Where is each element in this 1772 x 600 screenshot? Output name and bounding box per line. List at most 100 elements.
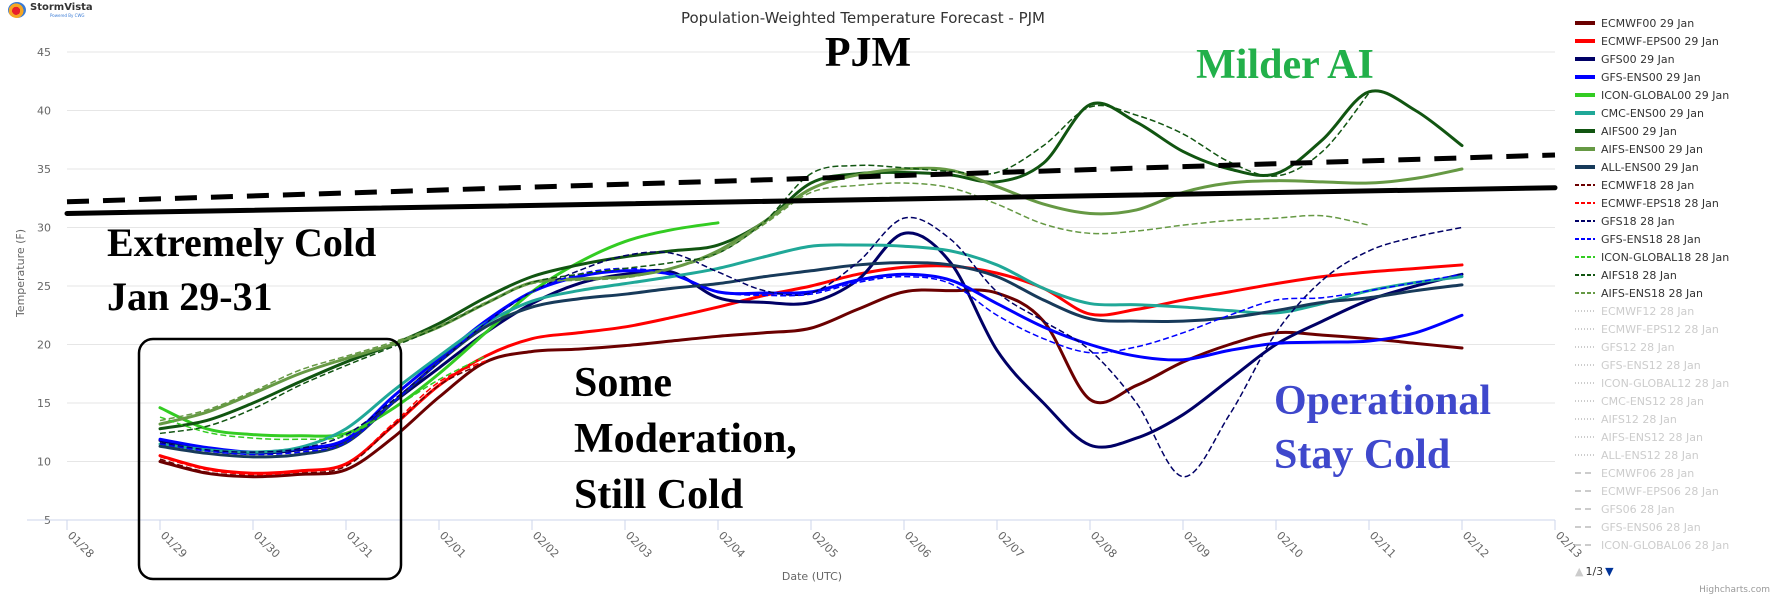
legend-line-swatch-icon [1575,382,1595,384]
x-tick-label: 01/30 [251,529,283,561]
y-tick-label: 35 [37,163,51,176]
legend-item-label: ECMWF-EPS00 29 Jan [1601,34,1719,48]
legend-item[interactable]: ECMWF18 28 Jan [1575,176,1771,194]
legend-line-swatch-icon [1575,418,1595,420]
legend-item-label: GFS00 29 Jan [1601,52,1675,66]
x-tick-label: 02/11 [1367,529,1399,561]
legend-line-swatch-icon [1575,310,1595,312]
series-line-aifs18-28-jan [159,92,1370,435]
legend-item-label: ECMWF12 28 Jan [1601,304,1695,318]
legend-item-label: GFS18 28 Jan [1601,214,1675,228]
legend-item-label: ICON-GLOBAL00 29 Jan [1601,88,1730,102]
x-tick-label: 01/31 [344,529,376,561]
legend-item[interactable]: ECMWF-EPS18 28 Jan [1575,194,1771,212]
legend-item[interactable]: ALL-ENS00 29 Jan [1575,158,1771,176]
annotation-milder-ai: Milder AI [1196,42,1374,88]
legend-item-label: ECMWF00 29 Jan [1601,16,1695,30]
legend-line-swatch-icon [1575,544,1595,546]
x-tick-label: 02/05 [809,529,841,561]
legend-line-swatch-icon [1575,508,1595,510]
logo-subtitle: Powered By CWG [50,13,85,18]
legend-item[interactable]: ALL-ENS12 28 Jan [1575,446,1771,464]
annotation-stay-cold: Stay Cold [1274,432,1450,478]
chart-title: Population-Weighted Temperature Forecast… [681,9,1045,27]
legend-item[interactable]: GFS18 28 Jan [1575,212,1771,230]
legend-item[interactable]: AIFS-ENS00 29 Jan [1575,140,1771,158]
legend-item[interactable]: ECMWF06 28 Jan [1575,464,1771,482]
y-tick-label: 30 [37,222,51,235]
legend-item[interactable]: GFS00 29 Jan [1575,50,1771,68]
legend-item[interactable]: CMC-ENS00 29 Jan [1575,104,1771,122]
legend-item-label: ECMWF-EPS12 28 Jan [1601,322,1719,336]
legend-line-swatch-icon [1575,220,1595,222]
legend-item[interactable]: AIFS00 29 Jan [1575,122,1771,140]
logo-brand: StormVista [30,2,93,13]
legend-item-label: CMC-ENS00 29 Jan [1601,106,1704,120]
x-tick-label: 02/01 [437,529,469,561]
legend-line-swatch-icon [1575,165,1595,169]
legend-item[interactable]: GFS-ENS18 28 Jan [1575,230,1771,248]
legend-item[interactable]: CMC-ENS12 28 Jan [1575,392,1771,410]
legend-line-swatch-icon [1575,147,1595,151]
annotation-extremely-cold: Extremely Cold [107,220,376,265]
legend-item-label: CMC-ENS12 28 Jan [1601,394,1704,408]
legend-item[interactable]: ECMWF12 28 Jan [1575,302,1771,320]
legend-item-label: AIFS-ENS00 29 Jan [1601,142,1703,156]
legend-line-swatch-icon [1575,238,1595,240]
legend-line-swatch-icon [1575,256,1595,258]
legend-item[interactable]: GFS-ENS00 29 Jan [1575,68,1771,86]
legend-line-swatch-icon [1575,75,1595,79]
y-tick-label: 40 [37,105,51,118]
highcharts-credits[interactable]: Highcharts.com [1699,585,1770,595]
legend-item[interactable]: ICON-GLOBAL06 28 Jan [1575,536,1771,554]
legend-item-label: ECMWF06 28 Jan [1601,466,1695,480]
series-line-normal [64,185,1558,216]
legend-item[interactable]: ECMWF-EPS06 28 Jan [1575,482,1771,500]
legend-item[interactable]: GFS06 28 Jan [1575,500,1771,518]
legend-line-swatch-icon [1575,39,1595,43]
annotation-operational: Operational [1274,378,1491,424]
legend: ECMWF00 29 Jan ECMWF-EPS00 29 Jan GFS00 29… [1575,14,1771,554]
legend-line-swatch-icon [1575,490,1595,492]
legend-line-swatch-icon [1575,364,1595,366]
stormvista-logo: StormVista Powered By CWG [8,2,93,18]
legend-item[interactable]: AIFS18 28 Jan [1575,266,1771,284]
x-tick-label: 02/07 [995,529,1027,561]
legend-item[interactable]: GFS-ENS06 28 Jan [1575,518,1771,536]
legend-item[interactable]: ICON-GLOBAL18 28 Jan [1575,248,1771,266]
legend-item[interactable]: AIFS-ENS18 28 Jan [1575,284,1771,302]
y-tick-label: 25 [37,280,51,293]
legend-item[interactable]: ICON-GLOBAL12 28 Jan [1575,374,1771,392]
legend-item[interactable]: ECMWF-EPS12 28 Jan [1575,320,1771,338]
x-tick-label: 02/03 [623,529,655,561]
x-tick-label: 01/28 [65,529,97,561]
legend-line-swatch-icon [1575,111,1595,115]
x-tick-label: 02/02 [530,529,562,561]
legend-item-label: GFS-ENS12 28 Jan [1601,358,1701,372]
annotation-jan-29-31: Jan 29-31 [107,274,273,319]
legend-line-swatch-icon [1575,526,1595,528]
legend-item[interactable]: GFS12 28 Jan [1575,338,1771,356]
legend-page-indicator: 1/3 [1585,565,1604,578]
legend-page-up-icon[interactable]: ▲ [1575,565,1584,578]
legend-item[interactable]: GFS-ENS12 28 Jan [1575,356,1771,374]
series-line-ecmwf-eps18-28-jan [159,360,486,476]
legend-page-down-icon[interactable]: ▼ [1605,565,1614,578]
x-tick-label: 02/06 [902,529,934,561]
legend-item[interactable]: ICON-GLOBAL00 29 Jan [1575,86,1771,104]
series-line-gfs18-28-jan [159,216,1463,478]
legend-item[interactable]: ECMWF00 29 Jan [1575,14,1771,32]
legend-item-label: AIFS-ENS12 28 Jan [1601,430,1703,444]
y-axis-title: Temperature (F) [14,229,27,318]
legend-item-label: GFS-ENS18 28 Jan [1601,232,1701,246]
legend-line-swatch-icon [1575,292,1595,294]
y-tick-label: 10 [37,456,51,469]
x-tick-label: 02/10 [1274,529,1306,561]
legend-pagination: ▲ 1/3 ▼ [1575,565,1614,578]
legend-line-swatch-icon [1575,57,1595,61]
x-tick-label: 02/04 [716,529,748,561]
legend-item[interactable]: AIFS12 28 Jan [1575,410,1771,428]
legend-line-swatch-icon [1575,93,1595,97]
legend-item[interactable]: AIFS-ENS12 28 Jan [1575,428,1771,446]
legend-item[interactable]: ECMWF-EPS00 29 Jan [1575,32,1771,50]
